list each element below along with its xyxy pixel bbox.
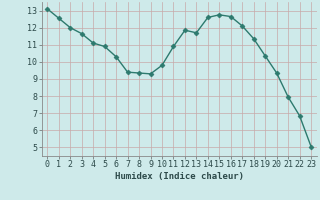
X-axis label: Humidex (Indice chaleur): Humidex (Indice chaleur) bbox=[115, 172, 244, 181]
